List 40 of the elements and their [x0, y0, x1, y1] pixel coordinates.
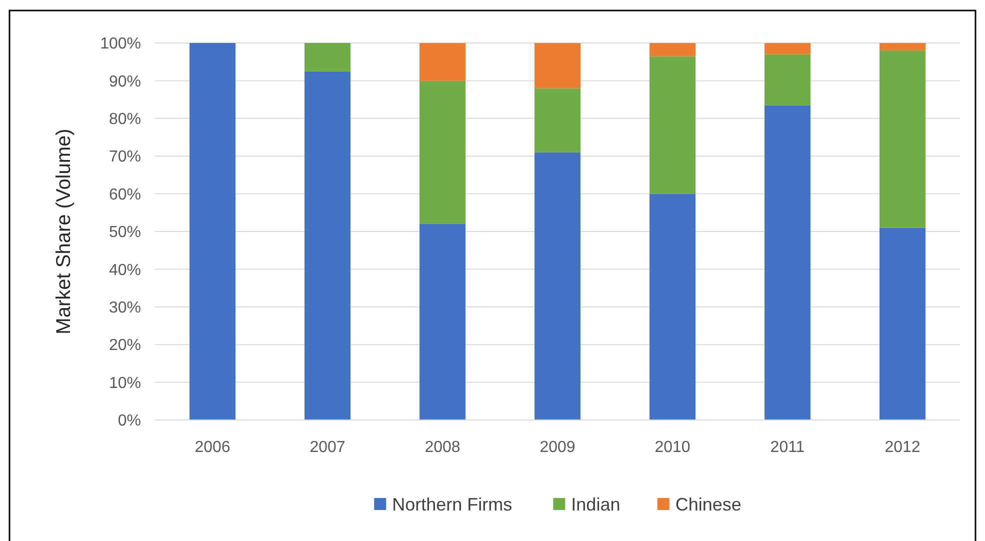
x-tick-label: 2008 [424, 439, 460, 456]
y-tick-label: 90% [108, 73, 141, 90]
y-tick-label: 30% [108, 300, 141, 316]
bar [650, 56, 696, 194]
bar [880, 50, 926, 228]
y-tick-label: 80% [108, 111, 141, 128]
y-tick-label: 60% [108, 186, 141, 204]
bar [420, 80, 466, 224]
x-tick-label: 2011 [770, 439, 805, 456]
x-tick-label: 2012 [884, 439, 920, 456]
y-tick-label: 100% [100, 36, 141, 53]
bar [534, 88, 580, 152]
bar [650, 43, 696, 56]
bar [764, 54, 810, 106]
y-tick-label: 10% [108, 374, 141, 392]
bar [420, 43, 466, 81]
x-tick-label: 2009 [540, 439, 576, 456]
legend-label: Chinese [675, 494, 742, 514]
y-tick-label: 0% [118, 412, 141, 430]
x-tick-label: 2010 [654, 439, 690, 456]
y-tick-label: 70% [108, 148, 141, 166]
bar [420, 224, 466, 420]
bar [304, 71, 350, 420]
legend-label: Indian [571, 494, 620, 514]
y-tick-label: 40% [108, 262, 141, 279]
bar [534, 152, 580, 420]
bar [880, 228, 926, 420]
bar [304, 43, 350, 72]
x-tick-label: 2007 [310, 439, 346, 456]
bar [190, 43, 236, 420]
bar [650, 194, 696, 420]
y-axis-title: Market Share (Volume) [53, 128, 75, 334]
bar [534, 43, 580, 88]
bar [880, 43, 926, 51]
y-tick-label: 50% [108, 224, 141, 242]
bar [764, 105, 810, 420]
y-tick-label: 20% [108, 337, 141, 354]
x-tick-label: 2006 [194, 439, 230, 456]
bar [764, 43, 810, 54]
legend-label: Northern Firms [392, 494, 512, 514]
